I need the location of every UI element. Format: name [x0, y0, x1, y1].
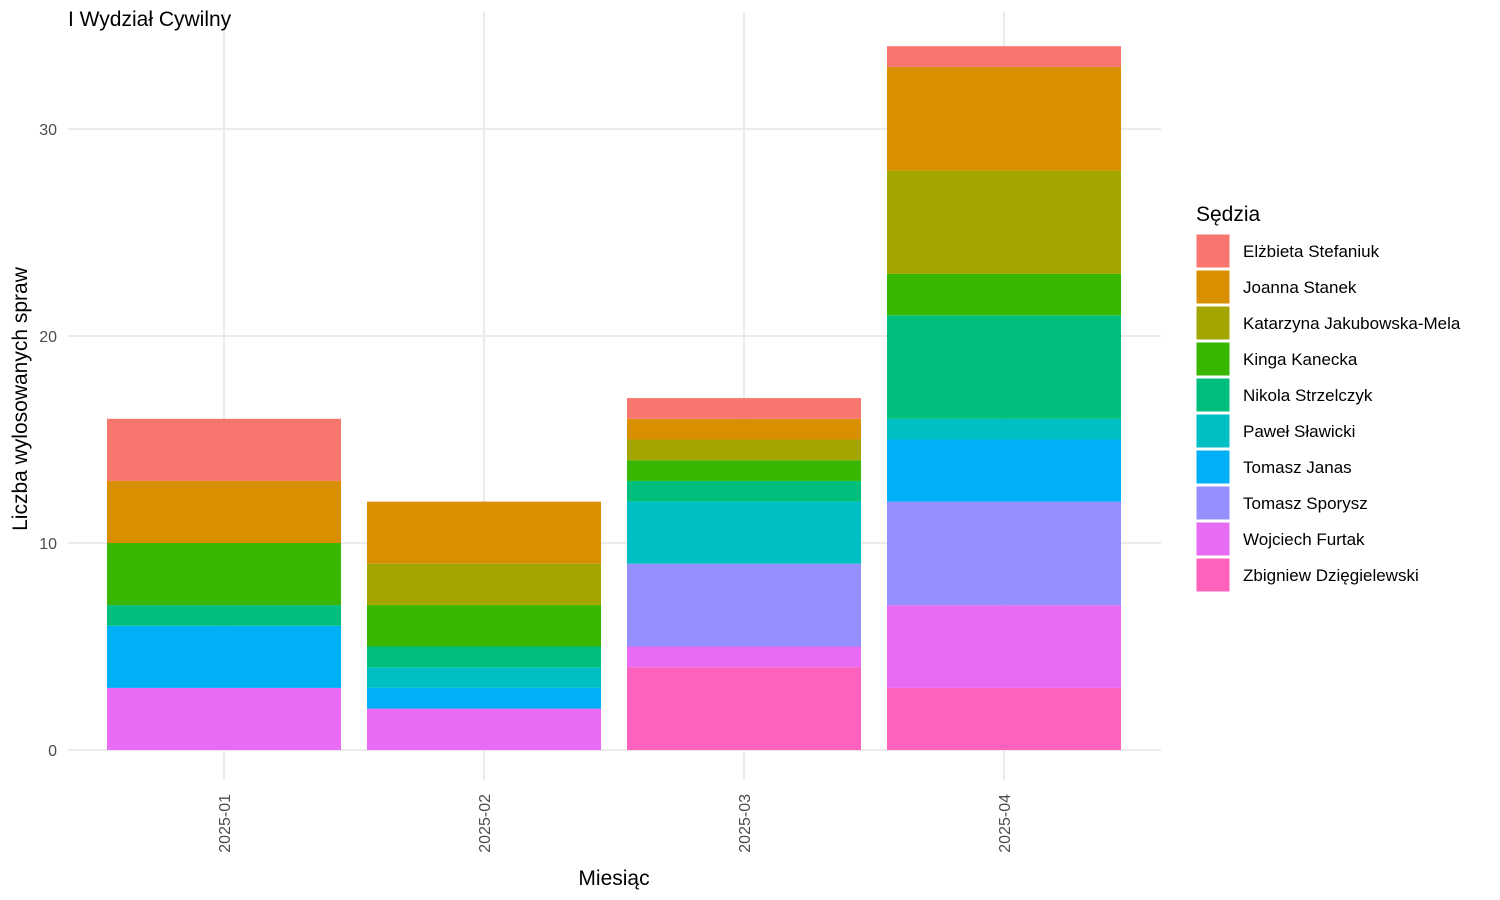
bar-segment: [107, 625, 341, 688]
legend-swatch: [1195, 485, 1231, 521]
legend-title: Sędzia: [1196, 203, 1261, 226]
legend-label: Zbigniew Dzięgielewski: [1243, 566, 1419, 585]
bar-segment: [367, 646, 601, 668]
legend-swatch: [1195, 269, 1231, 305]
x-tick-label: 2025-03: [737, 794, 754, 853]
legend-swatch: [1195, 521, 1231, 557]
bar-segment: [887, 170, 1121, 274]
bar-segment: [367, 563, 601, 606]
legend-swatch: [1195, 557, 1231, 593]
legend-label: Katarzyna Jakubowska-Mela: [1243, 314, 1461, 333]
bar-segment: [887, 273, 1121, 316]
chart-title: I Wydział Cywilny: [68, 8, 232, 31]
bar-segment: [887, 687, 1121, 750]
legend-label: Tomasz Janas: [1243, 458, 1352, 477]
bar-segment: [367, 501, 601, 564]
legend-label: Paweł Sławicki: [1243, 422, 1355, 441]
legend-swatch: [1195, 233, 1231, 269]
bar-segment: [107, 418, 341, 481]
legend-label: Tomasz Sporysz: [1243, 494, 1368, 513]
bar-segment: [887, 605, 1121, 688]
y-tick-label: 0: [48, 743, 57, 760]
bar-segment: [367, 708, 601, 750]
bar-segment: [627, 439, 861, 461]
bar-segment: [367, 687, 601, 709]
y-axis-ticks: 0 10 20 30: [39, 122, 57, 760]
bar-segment: [627, 398, 861, 419]
legend-swatch: [1195, 413, 1231, 449]
bar-segment: [107, 687, 341, 750]
bar-segment: [107, 543, 341, 606]
x-tick-label: 2025-04: [997, 794, 1014, 853]
bar-segment: [627, 480, 861, 502]
legend-swatch: [1195, 449, 1231, 485]
x-axis-ticks: 2025-01 2025-02 2025-03 2025-04: [217, 794, 1014, 853]
legend-items: Elżbieta Stefaniuk Joanna Stanek Katarzyna…: [1195, 233, 1461, 593]
x-tick-label: 2025-01: [217, 794, 234, 853]
bar-segment: [627, 460, 861, 481]
legend-label: Joanna Stanek: [1243, 278, 1357, 297]
legend: Sędzia Elżbieta Stefaniuk Joanna Stanek Ka…: [1195, 203, 1461, 593]
legend-label: Nikola Strzelczyk: [1243, 386, 1373, 405]
bar-segment: [887, 46, 1121, 67]
bar-segment: [627, 646, 861, 668]
bars: [107, 46, 1121, 750]
bar-segment: [367, 667, 601, 688]
x-tick-label: 2025-02: [477, 794, 494, 853]
bar-segment: [627, 418, 861, 440]
legend-swatch: [1195, 305, 1231, 341]
y-tick-label: 30: [39, 122, 57, 139]
bar-segment: [887, 66, 1121, 171]
y-tick-label: 10: [39, 536, 57, 553]
legend-swatch: [1195, 377, 1231, 413]
bar-segment: [887, 418, 1121, 440]
legend-label: Elżbieta Stefaniuk: [1243, 242, 1380, 261]
bar-segment: [887, 439, 1121, 502]
legend-swatch: [1195, 341, 1231, 377]
bar-segment: [107, 480, 341, 543]
legend-label: Wojciech Furtak: [1243, 530, 1365, 549]
bar-segment: [627, 667, 861, 750]
bar-segment: [887, 315, 1121, 419]
y-tick-label: 20: [39, 329, 57, 346]
y-axis-title: Liczba wylosowanych spraw: [9, 266, 32, 531]
legend-label: Kinga Kanecka: [1243, 350, 1358, 369]
bar-segment: [887, 501, 1121, 606]
bar-segment: [367, 605, 601, 647]
bar-segment: [107, 605, 341, 626]
bar-segment: [627, 563, 861, 647]
bar-segment: [627, 501, 861, 564]
x-axis-title: Miesiąc: [578, 867, 649, 890]
